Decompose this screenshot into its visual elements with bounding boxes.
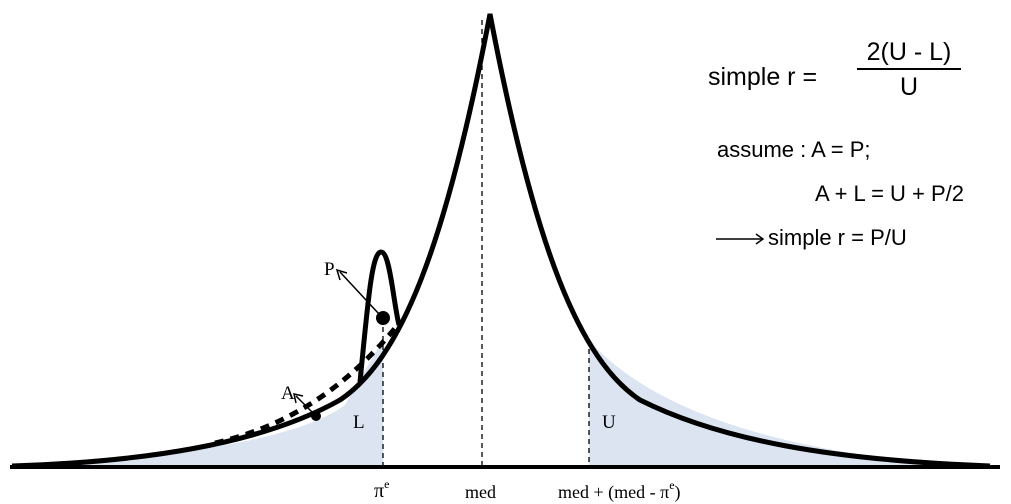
formula-conclusion: simple r = P/U: [716, 225, 907, 251]
label-u: U: [602, 412, 616, 433]
label-p: P: [324, 259, 335, 280]
point-a-dot: [311, 411, 321, 421]
arrow-a: [295, 395, 314, 414]
arrow-p-head: [335, 268, 348, 281]
p-bump-curve: [357, 249, 402, 383]
tick-label-mirror: med + (med - πe): [558, 478, 681, 503]
formula-simple-r-lhs: simple r =: [708, 63, 818, 91]
formula-denominator: U: [899, 73, 919, 101]
fraction-bar: [857, 68, 961, 70]
distribution-curve: [11, 13, 991, 469]
long-arrow: [716, 233, 765, 245]
formula-numerator: 2(U - L): [866, 38, 952, 66]
formula-conclusion-text: simple r = P/U: [768, 225, 907, 250]
shaded-area-u: [589, 340, 955, 467]
formula-assume-1: assume : A = P;: [717, 137, 871, 162]
shaded-area-l: [10, 345, 383, 467]
tick-label-med: med: [465, 482, 496, 502]
formula-assume-2: A + L = U + P/2: [815, 181, 965, 206]
tick-label-pi-e: πe: [374, 477, 389, 502]
formula-fraction: 2(U - L) U: [853, 37, 965, 102]
arrow-p: [339, 271, 380, 315]
label-a: A: [281, 383, 295, 404]
dashed-curve: [214, 325, 398, 446]
arrow-a-head: [293, 393, 304, 404]
point-p-dot: [376, 311, 390, 325]
label-l: L: [353, 412, 365, 433]
